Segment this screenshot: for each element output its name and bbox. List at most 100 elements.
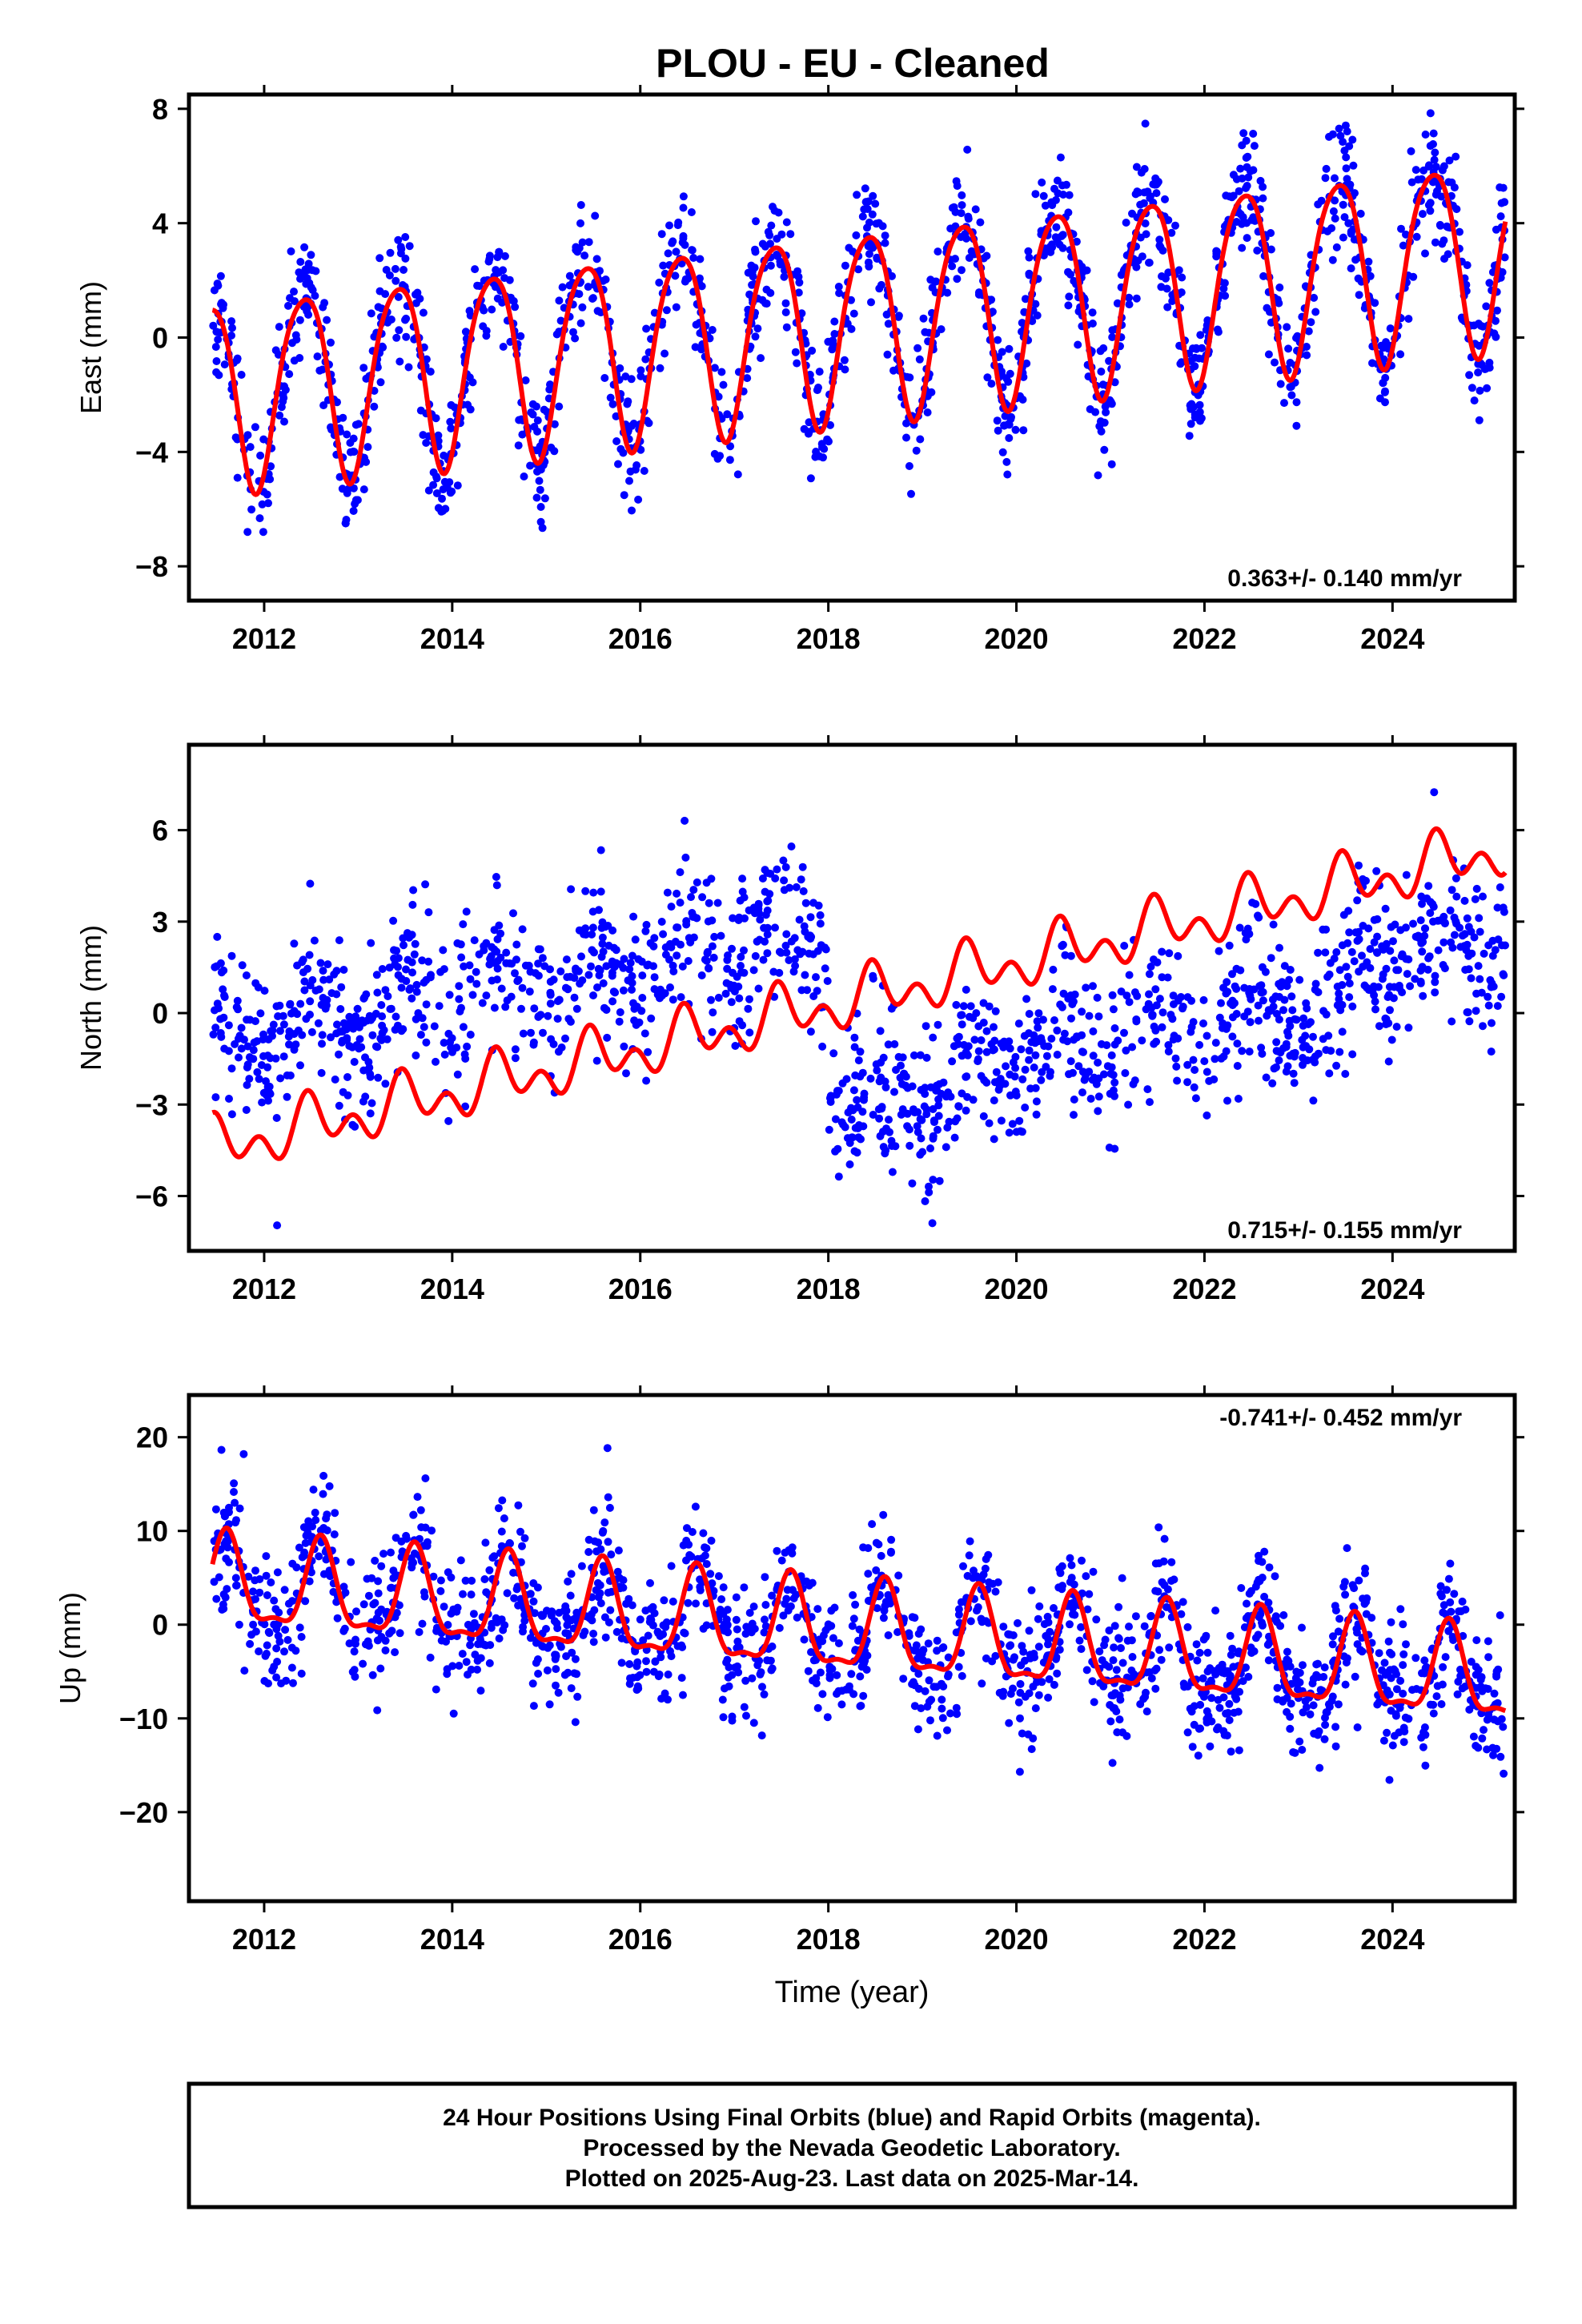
data-point	[1125, 300, 1134, 309]
data-point	[616, 960, 625, 969]
data-point	[571, 1655, 580, 1663]
data-point	[1129, 1080, 1138, 1088]
data-point	[619, 986, 628, 995]
data-point	[1002, 1062, 1010, 1071]
data-point	[733, 972, 741, 981]
data-point	[823, 1713, 832, 1722]
data-point	[554, 1688, 563, 1697]
data-point	[1109, 1656, 1118, 1665]
data-point	[761, 1615, 769, 1624]
data-point	[392, 1609, 401, 1617]
data-point	[1432, 1692, 1441, 1701]
data-point	[965, 1551, 974, 1560]
data-point	[1114, 1602, 1123, 1611]
data-point	[1144, 999, 1153, 1008]
data-point	[1448, 1633, 1457, 1641]
data-point	[545, 1700, 554, 1709]
data-point	[1030, 1031, 1038, 1039]
data-point	[868, 1520, 877, 1529]
data-point	[837, 1700, 846, 1709]
data-point	[606, 393, 615, 402]
data-point	[792, 1590, 801, 1599]
data-point	[242, 971, 251, 979]
data-point	[768, 1591, 777, 1600]
data-point	[816, 919, 825, 928]
data-point	[918, 1148, 927, 1156]
data-point	[1480, 1726, 1488, 1735]
data-point	[244, 1572, 253, 1581]
data-point	[1302, 1703, 1311, 1711]
data-point	[828, 344, 837, 352]
data-point	[1095, 1647, 1104, 1656]
data-point	[1258, 1574, 1267, 1582]
data-point	[1452, 892, 1461, 901]
data-point	[217, 300, 226, 308]
data-point	[1322, 1046, 1331, 1055]
data-point	[572, 246, 580, 255]
data-point	[761, 1573, 769, 1582]
data-point	[603, 1033, 612, 1042]
data-point	[749, 1602, 758, 1611]
data-point	[1122, 991, 1131, 1000]
data-point	[1002, 457, 1011, 466]
data-point	[1206, 1742, 1215, 1751]
data-point	[516, 1527, 524, 1536]
data-point	[1353, 936, 1362, 945]
data-point	[275, 1001, 284, 1010]
data-point	[1065, 292, 1074, 301]
data-point	[242, 1106, 251, 1114]
data-point	[982, 1078, 991, 1087]
data-point	[834, 1639, 843, 1647]
data-point	[1306, 1710, 1315, 1719]
data-point	[1238, 174, 1247, 183]
data-point	[1082, 1572, 1090, 1581]
data-point	[1500, 253, 1509, 262]
data-point	[613, 1567, 622, 1576]
data-point	[1295, 975, 1304, 984]
data-point	[280, 1586, 289, 1594]
data-point	[557, 1043, 566, 1051]
data-point	[1210, 1667, 1219, 1675]
data-point	[455, 1662, 464, 1670]
up-x-tick-label: 2018	[797, 1923, 861, 1956]
data-point	[945, 1117, 954, 1126]
data-point	[416, 1506, 425, 1514]
data-point	[509, 1568, 518, 1577]
data-point	[871, 199, 880, 208]
data-point	[1032, 1110, 1041, 1119]
data-point	[1122, 1046, 1130, 1055]
data-point	[381, 290, 390, 299]
data-point	[962, 1106, 970, 1115]
data-point	[1025, 1055, 1034, 1064]
data-point	[424, 486, 433, 495]
data-point	[276, 1074, 285, 1083]
data-point	[1390, 1731, 1399, 1740]
data-point	[793, 267, 802, 275]
data-point	[866, 1074, 875, 1083]
up-rate-label: -0.741+/- 0.452 mm/yr	[1219, 1405, 1462, 1431]
data-point	[1342, 963, 1351, 971]
data-point	[463, 1042, 472, 1051]
data-point	[1419, 991, 1427, 1000]
data-point	[869, 1111, 877, 1119]
data-point	[1110, 1622, 1119, 1630]
data-point	[749, 966, 758, 975]
data-point	[1157, 283, 1166, 292]
data-point	[588, 907, 597, 916]
data-point	[432, 489, 441, 497]
data-point	[969, 1574, 978, 1582]
data-point	[1404, 315, 1413, 324]
data-point	[1483, 384, 1492, 392]
data-point	[1355, 291, 1363, 300]
data-point	[887, 1535, 896, 1544]
data-point	[1066, 1057, 1075, 1066]
data-point	[948, 203, 957, 212]
data-point	[734, 916, 743, 924]
data-point	[1258, 1620, 1267, 1629]
data-point	[963, 1051, 972, 1059]
data-point	[1379, 1736, 1388, 1745]
data-point	[581, 887, 590, 895]
data-point	[411, 939, 420, 948]
data-point	[750, 263, 759, 272]
data-point	[995, 1082, 1004, 1091]
